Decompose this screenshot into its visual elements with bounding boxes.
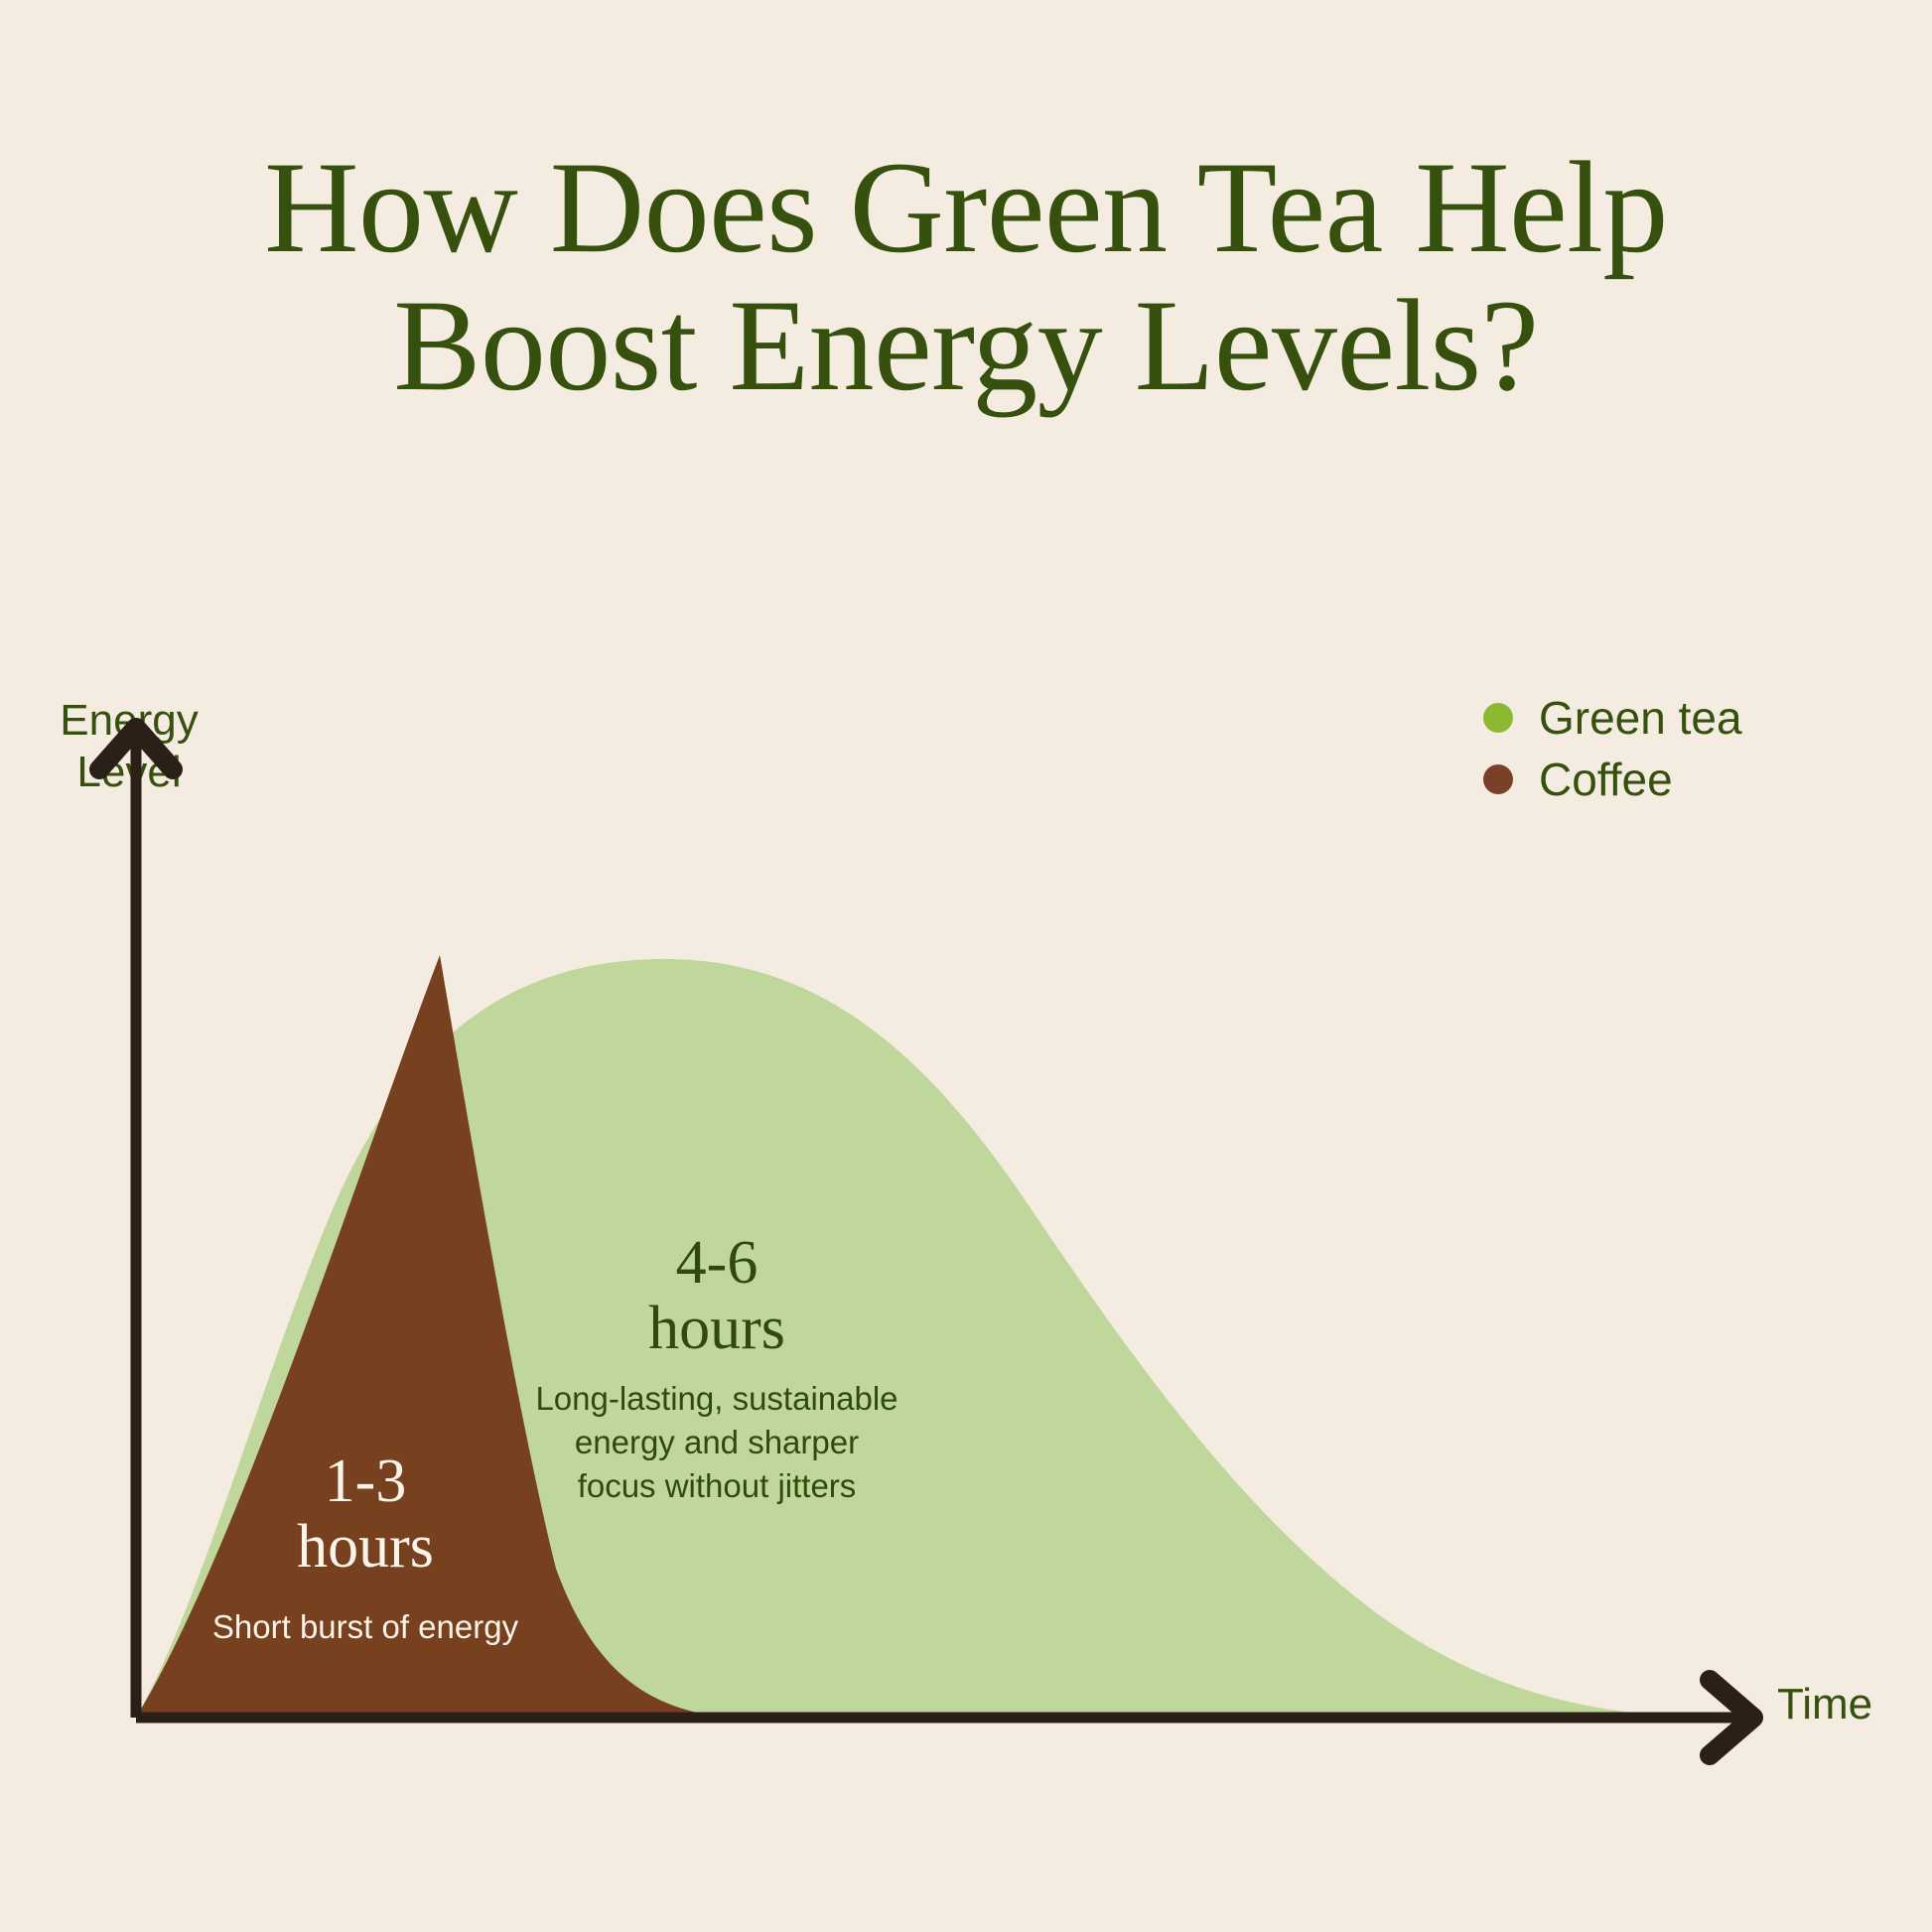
y-axis: [89, 718, 183, 1718]
x-axis-label: Time: [1777, 1680, 1873, 1728]
legend-label-green-tea: Green tea: [1539, 692, 1742, 744]
x-axis-arrow-icon: [1700, 1670, 1763, 1765]
chart-legend: Green tea Coffee: [1483, 687, 1742, 810]
legend-item-green-tea[interactable]: Green tea: [1483, 687, 1742, 749]
x-axis: [136, 1670, 1763, 1765]
legend-label-coffee: Coffee: [1539, 754, 1673, 805]
legend-dot-green-tea-icon: [1483, 703, 1513, 733]
y-axis-arrow-icon: [89, 718, 183, 779]
legend-item-coffee[interactable]: Coffee: [1483, 749, 1742, 810]
legend-dot-coffee-icon: [1483, 764, 1513, 794]
area-coffee: [136, 955, 732, 1718]
